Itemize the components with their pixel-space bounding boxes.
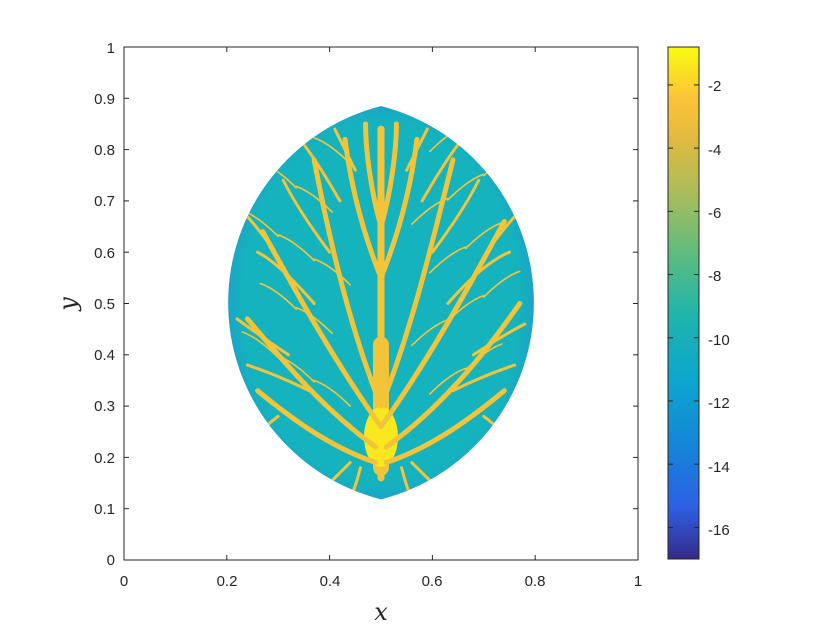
- vein: [446, 250, 511, 305]
- y-tick-label: 0.9: [94, 91, 115, 108]
- y-tick-label: 1: [107, 40, 115, 57]
- vein: [255, 388, 379, 466]
- x-tick-label: 1: [634, 573, 642, 590]
- x-tick-label: 0.8: [525, 573, 546, 590]
- colorbar-tick-label: -4: [708, 142, 721, 159]
- colorbar: [667, 46, 700, 560]
- y-tick-label: 0.2: [94, 450, 115, 467]
- x-tick-label: 0.4: [320, 573, 341, 590]
- vein: [411, 197, 449, 226]
- vein: [302, 142, 342, 203]
- vein: [472, 322, 527, 357]
- vein: [378, 121, 399, 230]
- colorbar-ticks: [668, 84, 699, 528]
- vein: [383, 301, 523, 450]
- vein: [465, 343, 503, 371]
- vein: [465, 222, 503, 250]
- vein: [235, 317, 290, 357]
- vein: [411, 319, 449, 347]
- y-tick-label: 0.5: [94, 296, 115, 313]
- vein: [429, 246, 467, 274]
- y-tick-label: 0.3: [94, 398, 115, 415]
- y-tick-label: 0.4: [94, 347, 115, 364]
- vein: [313, 379, 351, 407]
- vein: [430, 178, 481, 254]
- vein: [363, 121, 384, 230]
- y-tick-labels: 0 0.1 0.2 0.3 0.4 0.5 0.6 0.7 0.8 0.9 1: [94, 40, 115, 569]
- vein: [241, 331, 279, 359]
- vein: [333, 127, 357, 172]
- vein: [260, 229, 384, 430]
- vein: [277, 234, 315, 262]
- vein: [447, 173, 485, 201]
- vein: [311, 157, 384, 409]
- vein: [313, 137, 351, 165]
- colorbar-tick-label: -14: [708, 459, 730, 476]
- y-tick-label: 0.8: [94, 142, 115, 159]
- x-tick-label: 0: [120, 573, 128, 590]
- vein: [256, 250, 316, 305]
- vein: [378, 157, 456, 409]
- colorbar-tick-label: -2: [708, 78, 721, 95]
- x-axis-label: x: [374, 598, 388, 626]
- vein: [245, 363, 311, 393]
- vein: [281, 178, 332, 254]
- colorbar-tick-label: -10: [708, 332, 730, 349]
- vein: [447, 294, 485, 323]
- colorbar-tick-label: -16: [708, 522, 730, 539]
- colorbar-tick-labels: -2 -4 -6 -8 -10 -12 -14 -16: [708, 78, 730, 539]
- vein: [483, 270, 521, 298]
- vein: [295, 185, 333, 213]
- vein: [277, 355, 315, 383]
- vein: [429, 367, 467, 395]
- vein: [451, 363, 517, 393]
- y-axis-label: y: [54, 297, 82, 312]
- vein-base: [364, 406, 398, 467]
- colorbar-tick-label: -8: [708, 268, 721, 285]
- y-tick-label: 0.6: [94, 245, 115, 262]
- axis-ticks: [123, 46, 639, 561]
- x-tick-labels: 0 0.2 0.4 0.6 0.8 1: [120, 573, 642, 590]
- vein: [313, 258, 351, 286]
- colorbar-tick-label: -6: [708, 205, 721, 222]
- vein: [420, 142, 460, 203]
- vein: [259, 282, 297, 310]
- y-tick-label: 0.1: [94, 501, 115, 518]
- y-tick-label: 0: [107, 552, 115, 569]
- x-tick-label: 0.2: [217, 573, 238, 590]
- vein: [405, 127, 429, 172]
- y-tick-label: 0.7: [94, 193, 115, 210]
- x-tick-label: 0.6: [422, 573, 443, 590]
- heatmap-field: [228, 105, 534, 500]
- colorbar-tick-label: -12: [708, 395, 730, 412]
- vein: [244, 316, 379, 450]
- vein: [295, 306, 333, 335]
- vein: [383, 388, 507, 466]
- vein-network: [235, 121, 527, 500]
